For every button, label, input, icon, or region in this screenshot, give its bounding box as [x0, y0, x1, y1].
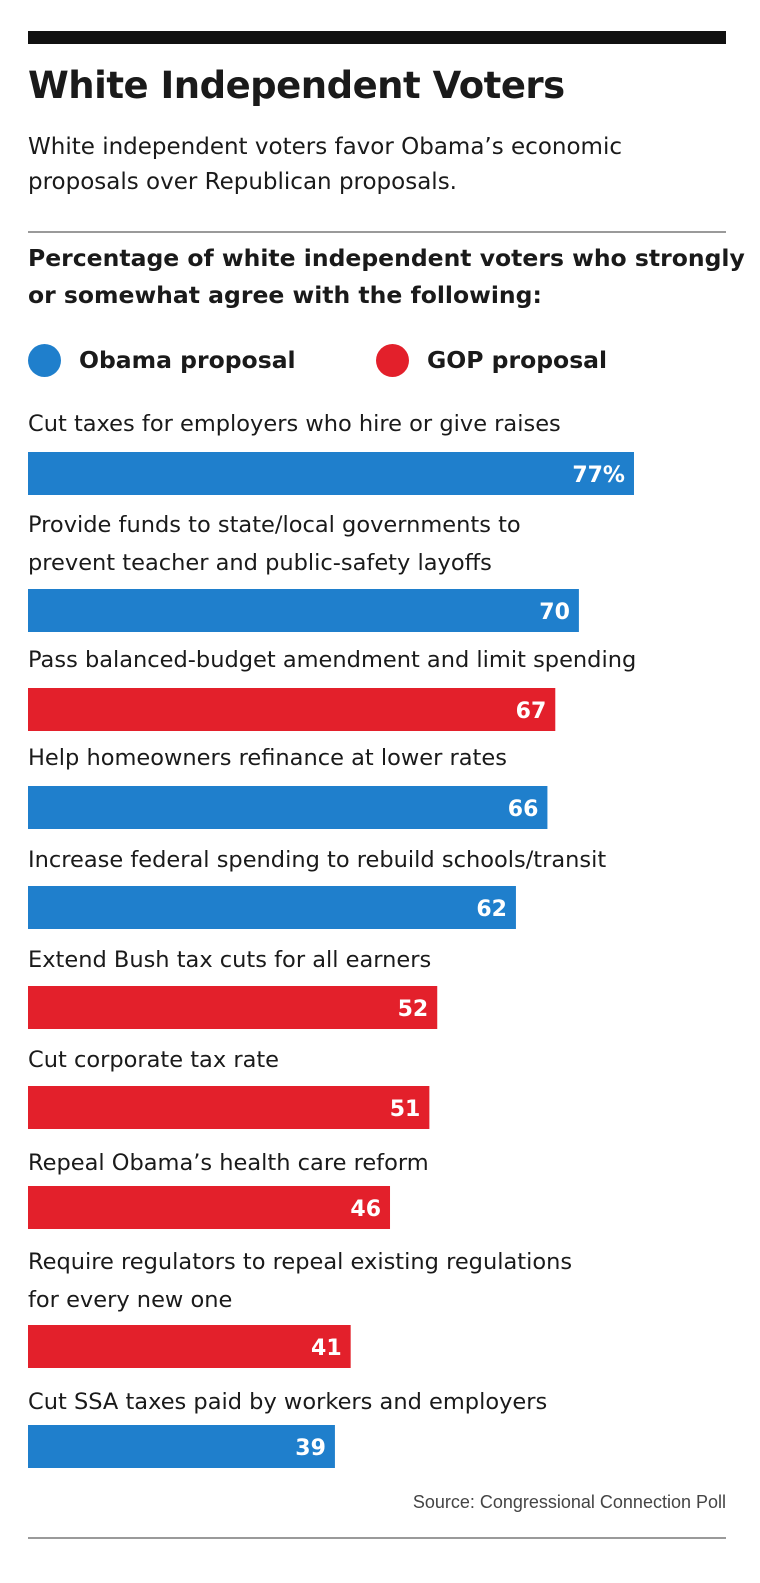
bar — [28, 1425, 335, 1468]
value-label: 70 — [539, 600, 570, 625]
value-label: 51 — [390, 1097, 421, 1122]
category-label: Repeal Obama’s health care reform — [28, 1150, 429, 1176]
bar — [28, 1325, 351, 1368]
category-label: Extend Bush tax cuts for all earners — [28, 947, 431, 973]
category-label: Increase federal spending to rebuild sch… — [28, 847, 606, 873]
chart-subtitle: White independent voters favor Obama’s e… — [28, 134, 622, 195]
legend-dot-obama — [28, 343, 61, 377]
bar — [28, 1086, 430, 1129]
value-label: 66 — [508, 797, 539, 822]
value-label: 46 — [350, 1197, 381, 1222]
legend-dot-gop — [376, 343, 409, 377]
value-label: 52 — [398, 997, 429, 1022]
bar — [28, 589, 579, 632]
chart-heading: Percentage of white independent voters w… — [28, 244, 745, 309]
legend-label-obama: Obama proposal — [79, 346, 296, 374]
value-label: 39 — [295, 1436, 326, 1461]
value-label: 41 — [311, 1336, 342, 1361]
bar — [28, 1186, 391, 1229]
section-divider — [28, 231, 726, 233]
category-label: Cut SSA taxes paid by workers and employ… — [28, 1389, 547, 1415]
value-label: 67 — [516, 699, 547, 724]
bottom-rule — [28, 1537, 726, 1539]
top-rule — [28, 31, 726, 44]
chart-title: White Independent Voters — [28, 64, 565, 107]
legend-label-gop: GOP proposal — [427, 346, 608, 374]
category-label: Cut taxes for employers who hire or give… — [28, 411, 561, 437]
category-label: prevent teacher and public-safety layoff… — [28, 550, 492, 576]
legend: Obama proposal GOP proposal — [28, 340, 728, 380]
category-label: Provide funds to state/local governments… — [28, 512, 521, 538]
legend-item-obama: Obama proposal — [28, 340, 296, 380]
value-label: 77% — [572, 463, 625, 488]
category-label: Cut corporate tax rate — [28, 1047, 279, 1073]
value-label: 62 — [476, 897, 507, 922]
bar — [28, 688, 556, 731]
bar — [28, 452, 634, 495]
legend-item-gop: GOP proposal — [376, 340, 607, 380]
category-label: for every new one — [28, 1287, 232, 1313]
bar — [28, 786, 548, 829]
category-label: Help homeowners refinance at lower rates — [28, 745, 507, 771]
source-note: Source: Congressional Connection Poll — [412, 1492, 726, 1512]
category-label: Pass balanced-budget amendment and limit… — [28, 647, 636, 673]
category-label: Require regulators to repeal existing re… — [28, 1249, 572, 1275]
bar — [28, 986, 438, 1029]
bar — [28, 886, 516, 929]
